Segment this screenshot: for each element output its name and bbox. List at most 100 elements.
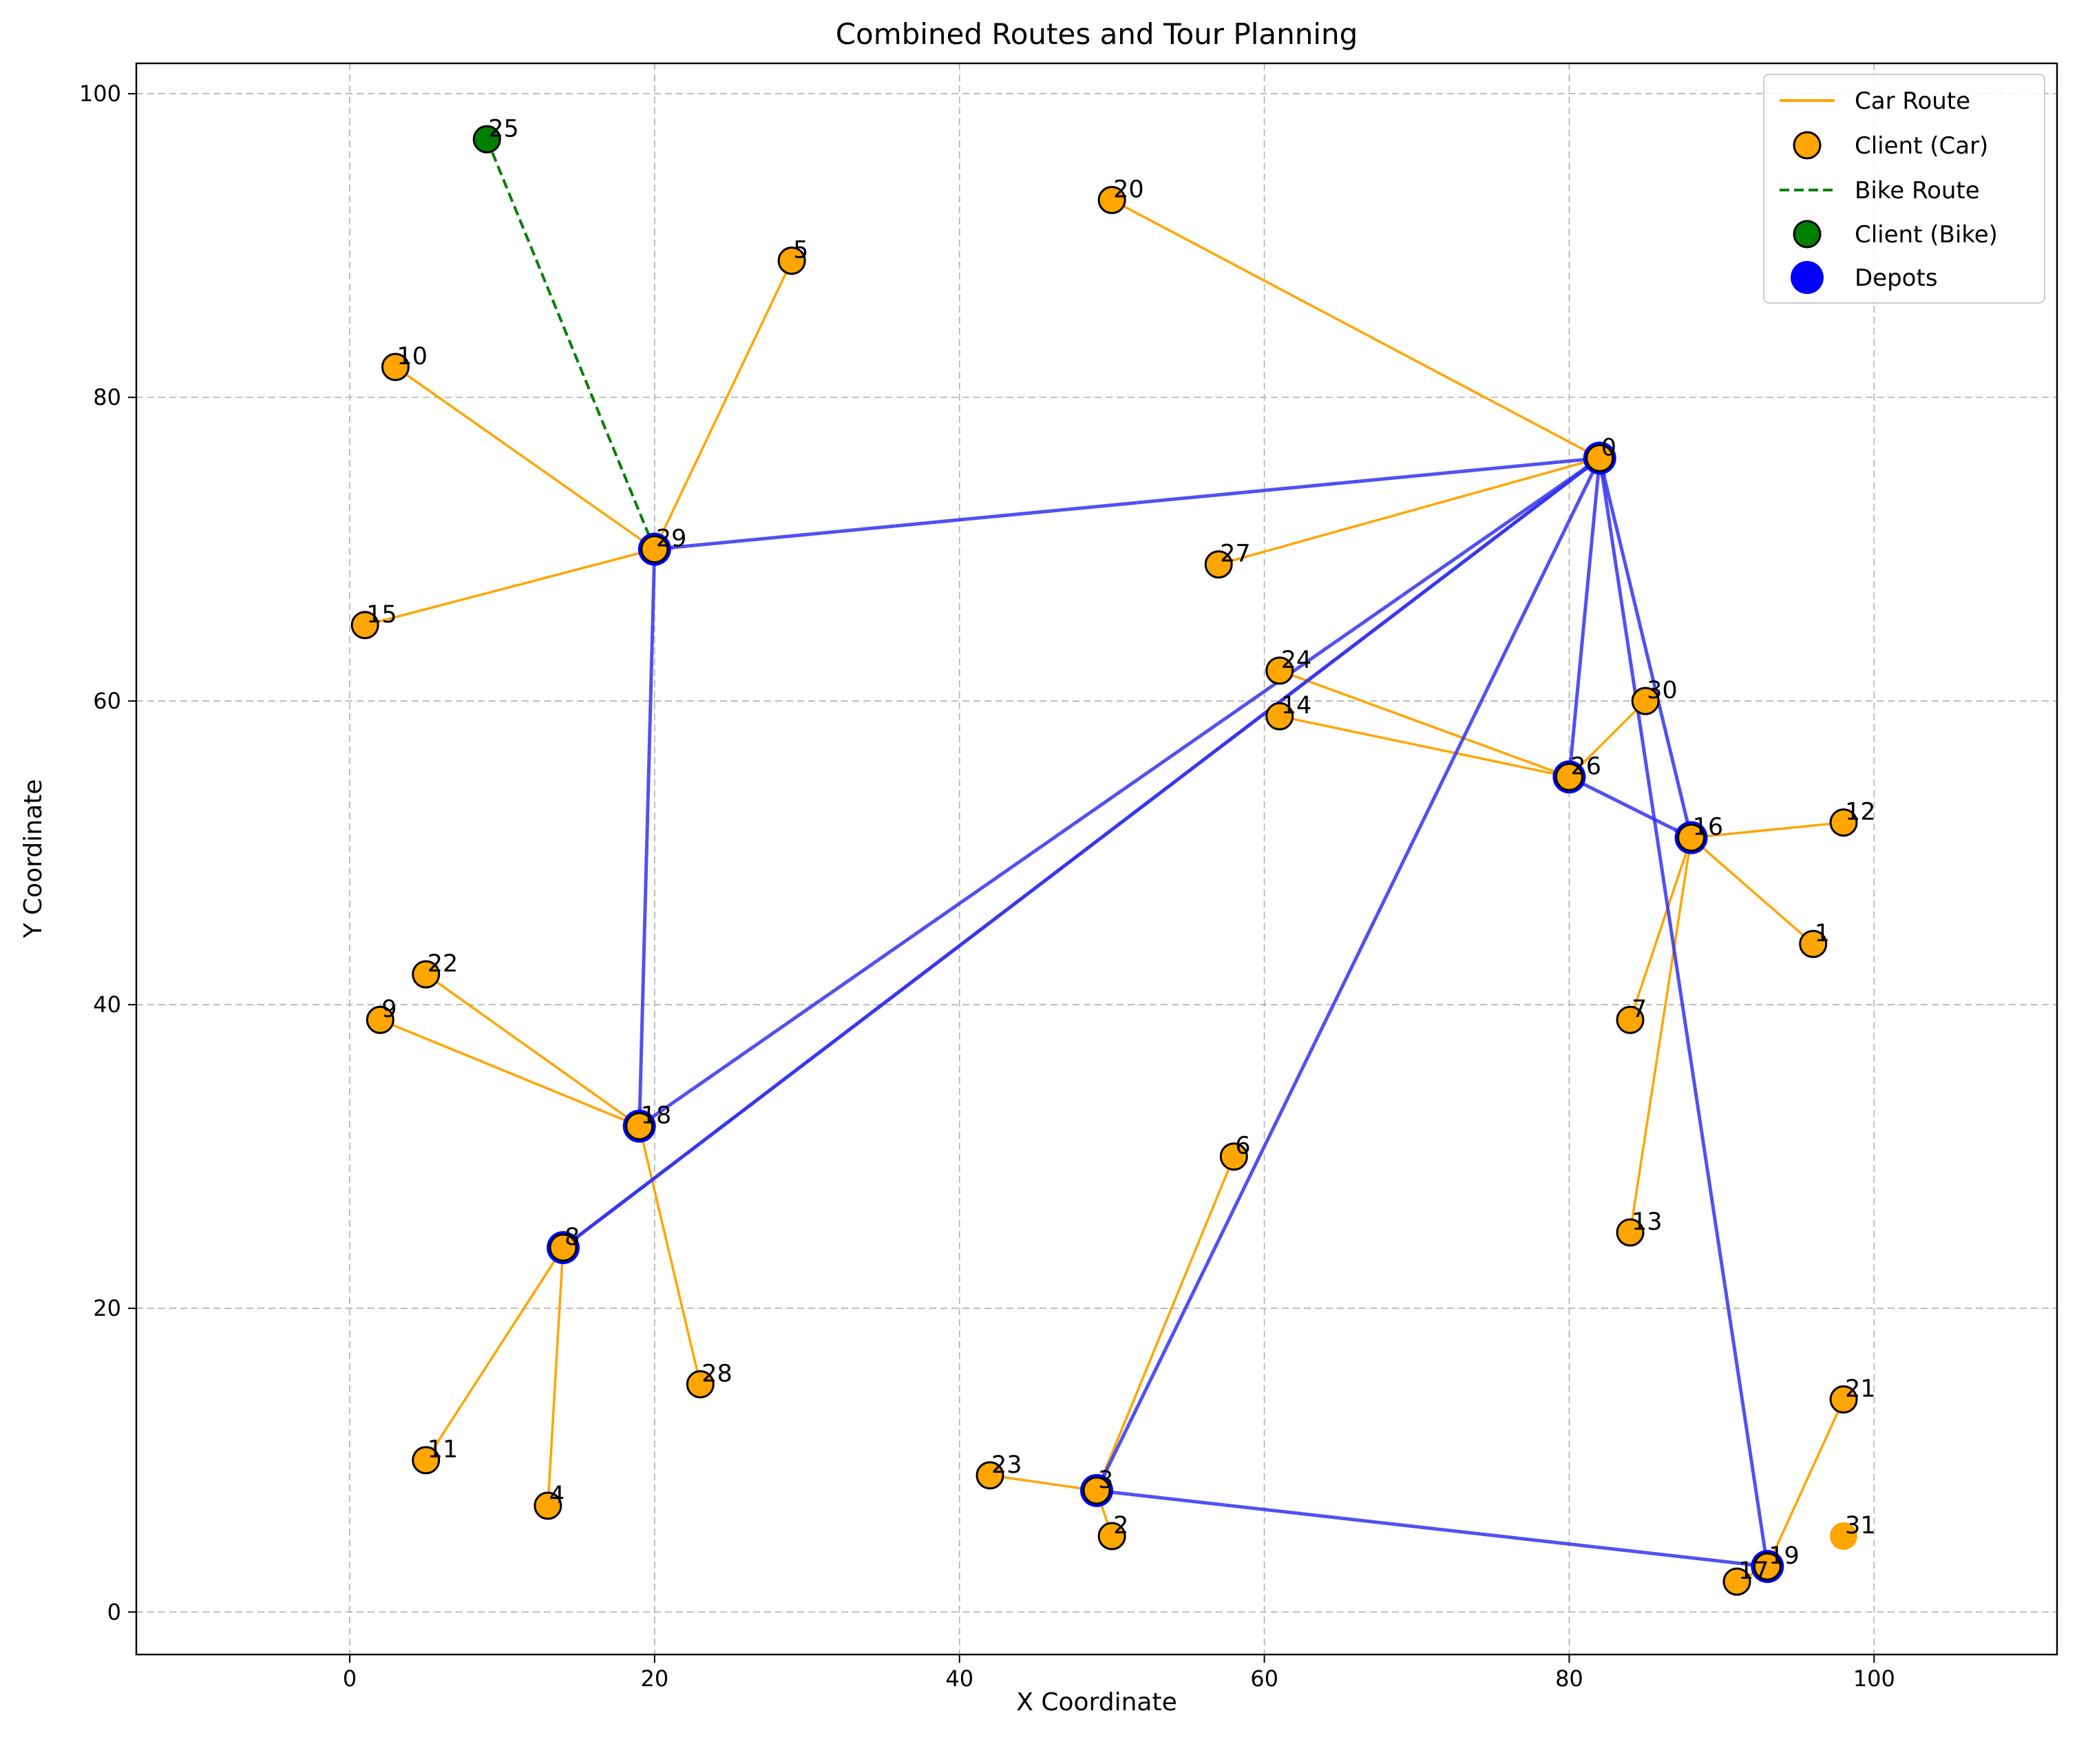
tour-arrow bbox=[573, 465, 1588, 1240]
tour-arrow bbox=[670, 457, 1585, 547]
point-label: 3 bbox=[1098, 1467, 1113, 1494]
y-tick-label: 100 bbox=[79, 81, 121, 107]
chart-title: Combined Routes and Tour Planning bbox=[836, 17, 1358, 51]
car-client-point bbox=[686, 1369, 715, 1398]
y-tick-label: 0 bbox=[107, 1599, 121, 1625]
car-route-line bbox=[425, 973, 640, 1128]
x-tick-label: 100 bbox=[1853, 1666, 1895, 1692]
point-label: 7 bbox=[1632, 996, 1647, 1023]
y-tick-label: 40 bbox=[93, 991, 121, 1018]
point-label: 0 bbox=[1601, 434, 1616, 461]
car-client-point bbox=[412, 1446, 441, 1475]
car-route-line bbox=[1629, 837, 1693, 1233]
legend-car-client-label: Client (Car) bbox=[1855, 132, 1988, 160]
car-route-line bbox=[379, 1018, 640, 1128]
point-label: 11 bbox=[428, 1436, 458, 1464]
tour-arrow bbox=[1582, 781, 1678, 833]
car-client-point bbox=[549, 1233, 578, 1262]
point-label: 26 bbox=[1570, 753, 1601, 780]
legend-bike-client-label: Client (Bike) bbox=[1855, 221, 1998, 249]
car-route-line bbox=[1766, 1398, 1845, 1567]
legend: Car Route Client (Car) Bike Route Client… bbox=[1763, 74, 2045, 304]
legend-box bbox=[1763, 74, 2045, 304]
car-routes bbox=[364, 198, 1845, 1583]
car-route-line bbox=[394, 366, 655, 551]
point-label: 24 bbox=[1281, 647, 1312, 674]
car-client-point bbox=[381, 353, 410, 381]
car-client-point bbox=[412, 960, 441, 989]
car-route-line bbox=[1111, 198, 1601, 459]
bike-route-line bbox=[485, 138, 656, 550]
point-label: 17 bbox=[1738, 1557, 1769, 1585]
bike-client-point bbox=[472, 125, 501, 154]
car-client-point bbox=[1585, 443, 1614, 472]
car-route-line bbox=[425, 1247, 565, 1461]
car-route-line bbox=[1568, 700, 1647, 778]
legend-depot-swatch bbox=[1791, 261, 1824, 294]
car-client-point bbox=[1631, 686, 1660, 715]
point-label: 22 bbox=[428, 950, 458, 978]
point-label: 9 bbox=[381, 996, 397, 1023]
point-label: 5 bbox=[793, 237, 808, 264]
car-route-line bbox=[1279, 715, 1570, 779]
point-label: 21 bbox=[1845, 1376, 1876, 1403]
point-label: 18 bbox=[641, 1102, 672, 1130]
car-client-point bbox=[1829, 808, 1858, 837]
car-client-point bbox=[1677, 823, 1706, 852]
point-label: 1 bbox=[1815, 920, 1830, 947]
point-label: 20 bbox=[1113, 176, 1144, 203]
y-axis-title: Y Coordinate bbox=[19, 779, 48, 939]
car-client-point bbox=[640, 535, 669, 564]
x-tick-label: 80 bbox=[1555, 1666, 1583, 1692]
point-label: 28 bbox=[702, 1360, 732, 1387]
car-client-point bbox=[1219, 1142, 1248, 1171]
car-route-line bbox=[1691, 821, 1844, 839]
tour-arrow bbox=[1101, 471, 1595, 1477]
point-label: 6 bbox=[1235, 1133, 1250, 1160]
grid bbox=[136, 63, 2057, 1655]
car-client-point bbox=[534, 1491, 562, 1520]
car-client-point bbox=[1265, 656, 1294, 685]
tour-arrow bbox=[1601, 473, 1689, 823]
point-label: 10 bbox=[397, 343, 428, 370]
x-tick-label: 0 bbox=[343, 1666, 357, 1692]
point-label: 19 bbox=[1769, 1542, 1800, 1570]
legend-bike-route-label: Bike Route bbox=[1855, 177, 1980, 204]
point-label: 12 bbox=[1845, 799, 1876, 826]
depot-tour bbox=[573, 457, 1767, 1564]
plot-frame bbox=[135, 62, 2058, 1656]
car-client-point bbox=[1082, 1476, 1111, 1505]
legend-car-client-swatch bbox=[1793, 131, 1822, 160]
car-client-point bbox=[1799, 930, 1828, 958]
tour-arrow bbox=[1111, 1490, 1753, 1564]
bike-routes bbox=[485, 138, 656, 550]
legend-car-route-label: Car Route bbox=[1855, 87, 1970, 115]
tour-arrow bbox=[1602, 473, 1767, 1552]
car-client-point bbox=[976, 1461, 1004, 1490]
point-label: 2 bbox=[1113, 1512, 1128, 1540]
points bbox=[350, 125, 1858, 1596]
unassigned-client-point bbox=[1830, 1522, 1857, 1550]
car-client-point bbox=[1204, 550, 1233, 579]
car-client-point bbox=[350, 611, 379, 640]
x-tick-label: 40 bbox=[945, 1666, 973, 1692]
car-client-point bbox=[1829, 1385, 1858, 1414]
car-route-line bbox=[1690, 837, 1814, 945]
car-route-line bbox=[989, 1474, 1097, 1492]
point-label: 30 bbox=[1647, 677, 1678, 704]
car-client-point bbox=[1722, 1567, 1751, 1596]
point-label: 23 bbox=[991, 1451, 1022, 1479]
car-client-point bbox=[1554, 762, 1583, 791]
point-label: 27 bbox=[1220, 540, 1251, 568]
car-client-point bbox=[1265, 702, 1294, 731]
car-client-point bbox=[1097, 185, 1126, 214]
car-route-line bbox=[1095, 1156, 1235, 1491]
point-label: 4 bbox=[549, 1482, 565, 1509]
legend-bike-client-swatch bbox=[1793, 220, 1822, 249]
y-tick-label: 20 bbox=[93, 1295, 121, 1321]
car-route-line bbox=[653, 260, 793, 550]
car-client-point bbox=[366, 1005, 394, 1034]
